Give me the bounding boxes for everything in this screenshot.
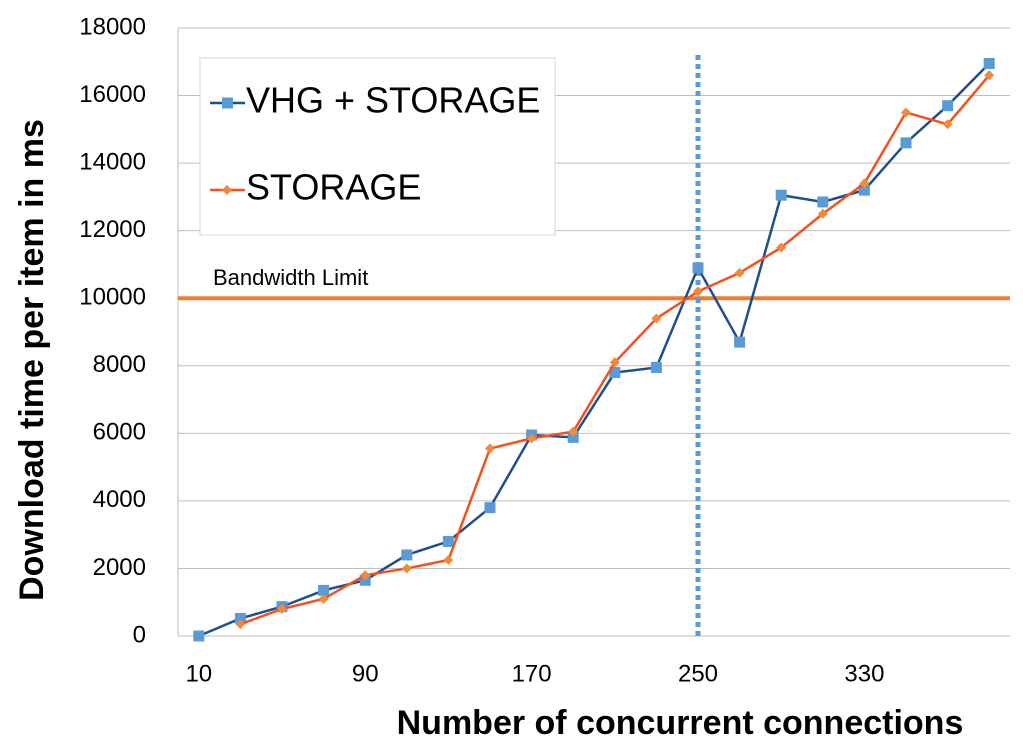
marker	[609, 357, 620, 368]
marker	[776, 242, 787, 253]
y-tick-label: 14000	[79, 148, 146, 175]
marker	[693, 286, 703, 297]
marker	[817, 196, 829, 208]
marker	[277, 603, 287, 614]
x-tick-label: 330	[844, 660, 884, 687]
marker	[484, 502, 496, 514]
y-tick-label: 8000	[93, 351, 146, 378]
marker	[651, 313, 662, 324]
series-line	[198, 62, 991, 638]
x-tick-label: 170	[512, 660, 552, 687]
y-tick-label: 4000	[93, 486, 146, 513]
marker	[235, 619, 246, 630]
marker	[401, 549, 413, 561]
y-tick-label: 18000	[79, 13, 146, 40]
y-tick-label: 0	[133, 621, 146, 648]
marker	[359, 574, 371, 586]
y-tick-label: 10000	[79, 284, 146, 311]
legend-marker	[222, 97, 233, 109]
marker	[401, 563, 412, 574]
marker	[234, 612, 246, 624]
marker	[526, 433, 537, 444]
marker	[692, 262, 704, 274]
x-tick-label: 90	[352, 660, 379, 687]
y-tick-label: 6000	[93, 419, 146, 446]
marker	[567, 431, 579, 443]
marker	[859, 178, 870, 189]
marker	[443, 555, 454, 565]
legend-box	[199, 57, 556, 236]
y-tick-label: 12000	[79, 216, 146, 243]
y-tick-label: 2000	[93, 554, 146, 581]
marker	[984, 70, 995, 81]
marker	[901, 107, 911, 118]
legend-label: STORAGE	[246, 167, 421, 208]
marker	[568, 426, 579, 437]
marker	[983, 57, 995, 69]
bandwidth-limit-label: Bandwidth Limit	[213, 265, 368, 290]
marker	[609, 367, 621, 379]
x-tick-label: 10	[185, 660, 212, 687]
marker	[900, 137, 912, 149]
legend: VHG + STORAGE STORAGE	[199, 57, 556, 236]
legend-marker	[222, 185, 232, 195]
marker	[318, 593, 329, 604]
marker	[442, 535, 454, 547]
x-tick-label: 250	[678, 660, 718, 687]
marker	[775, 189, 787, 201]
marker	[942, 100, 954, 112]
marker	[318, 584, 330, 596]
marker	[485, 443, 495, 454]
x-axis-title: Number of concurrent connections	[397, 704, 964, 742]
marker	[360, 570, 371, 581]
marker	[193, 630, 205, 642]
marker	[858, 184, 870, 196]
legend-label: VHG + STORAGE	[246, 80, 540, 121]
marker	[734, 267, 745, 278]
marker	[942, 119, 953, 130]
marker	[650, 361, 662, 373]
y-axis-title: Download time per item in ms	[13, 119, 51, 601]
marker	[734, 336, 746, 348]
y-tick-label: 16000	[79, 81, 146, 108]
marker	[817, 208, 828, 219]
